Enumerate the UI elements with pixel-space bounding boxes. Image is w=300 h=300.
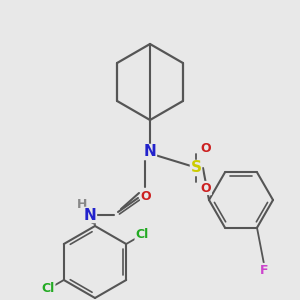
Text: N: N — [144, 145, 156, 160]
Text: Cl: Cl — [42, 283, 55, 296]
Text: H: H — [77, 199, 87, 212]
Text: N: N — [84, 208, 96, 223]
Text: S: S — [190, 160, 202, 175]
Text: O: O — [141, 190, 151, 202]
Text: O: O — [201, 182, 211, 194]
Text: O: O — [201, 142, 211, 154]
Text: Cl: Cl — [135, 229, 148, 242]
Text: F: F — [260, 263, 268, 277]
